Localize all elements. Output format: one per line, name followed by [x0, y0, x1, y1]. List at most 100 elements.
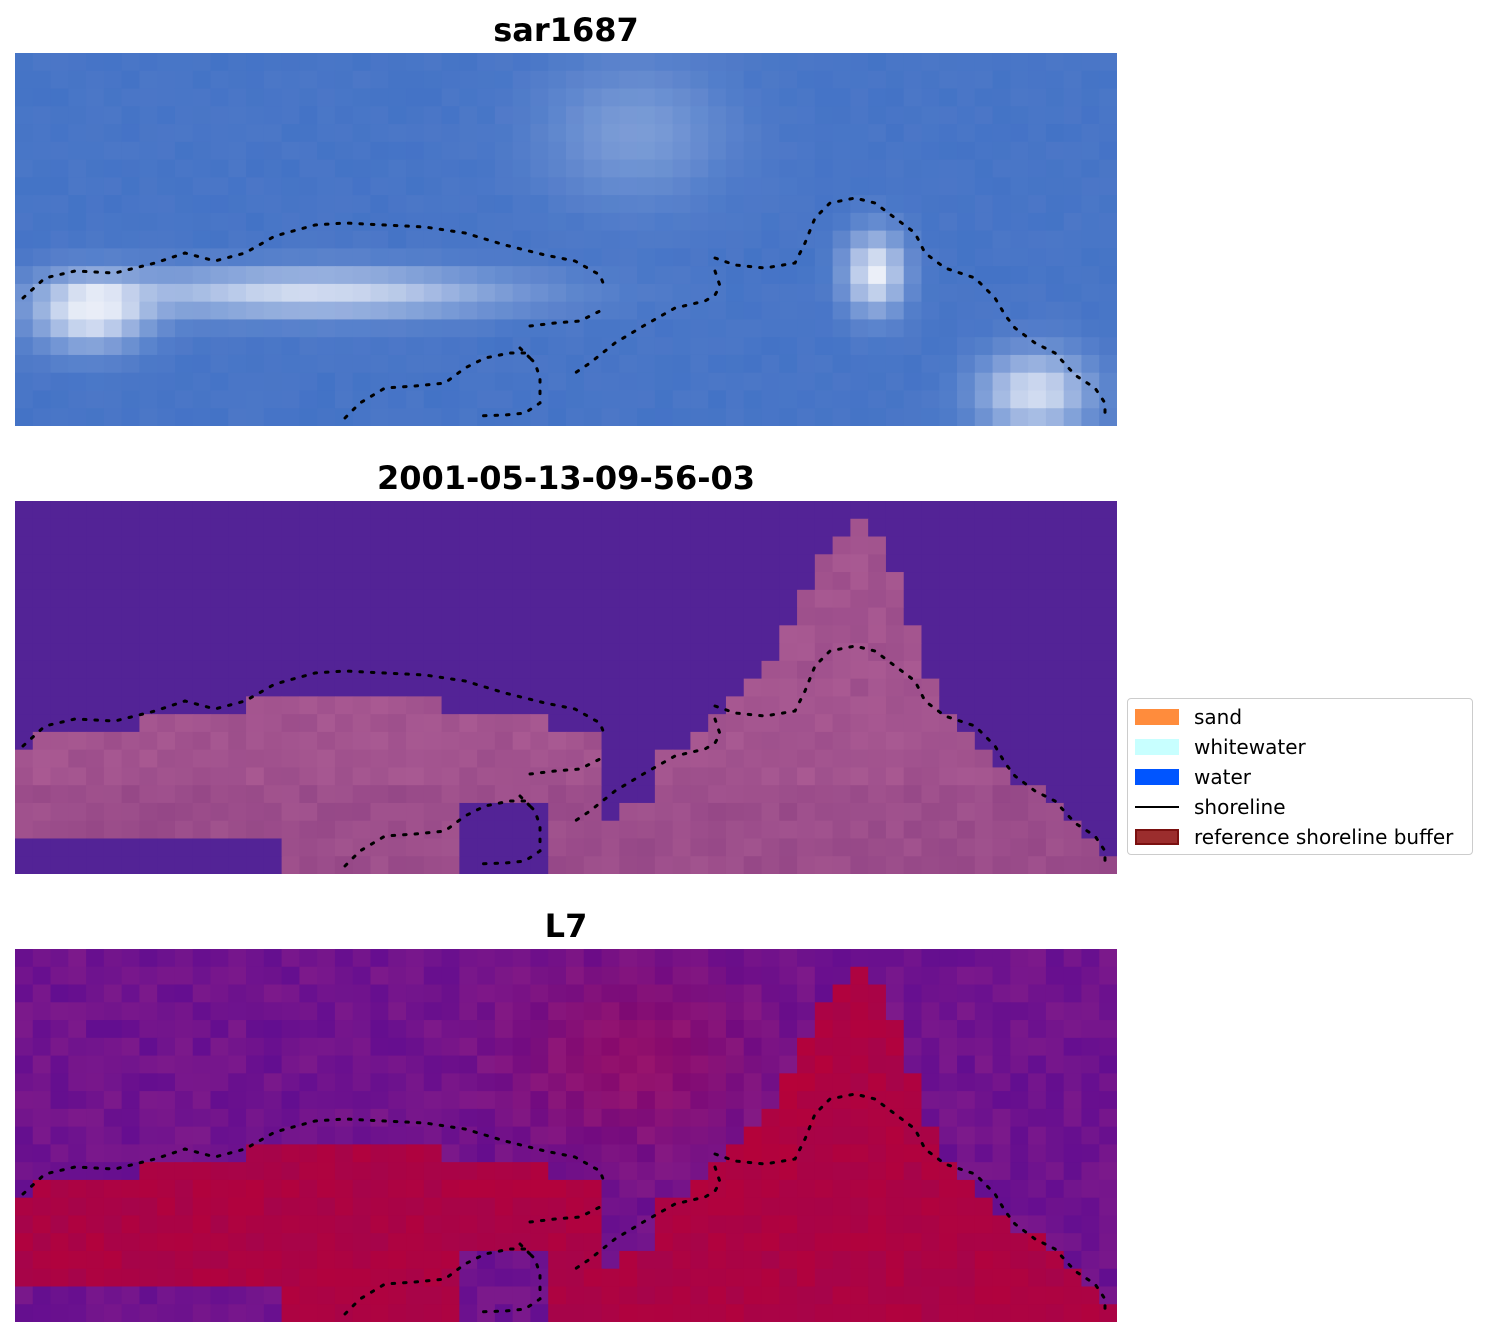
- pixel-cell: [566, 1020, 585, 1039]
- pixel-cell: [1099, 319, 1117, 338]
- pixel-cell: [68, 212, 87, 232]
- pixel-cell: [50, 70, 69, 90]
- pixel-cell: [832, 572, 851, 591]
- pixel-cell: [690, 696, 709, 715]
- pixel-cell: [797, 1268, 816, 1288]
- pixel-cell: [477, 607, 496, 626]
- pixel-cell: [743, 319, 763, 338]
- pixel-cell: [725, 212, 745, 232]
- pixel-cell: [850, 1179, 869, 1199]
- pixel-cell: [814, 607, 834, 626]
- pixel-cell: [157, 301, 176, 321]
- pixel-cell: [530, 301, 549, 321]
- pixel-cell: [32, 1179, 52, 1199]
- pixel-cell: [192, 1091, 212, 1110]
- pixel-cell: [832, 337, 851, 356]
- pixel-cell: [743, 372, 763, 392]
- pixel-cell: [1028, 1126, 1047, 1145]
- pixel-cell: [903, 372, 923, 392]
- pixel-cell: [441, 1002, 460, 1021]
- pixel-cell: [317, 984, 336, 1003]
- pixel-cell: [494, 731, 514, 751]
- pixel-cell: [939, 1055, 958, 1074]
- pixel-cell: [246, 696, 265, 715]
- pixel-cell: [121, 749, 141, 769]
- pixel-cell: [1081, 372, 1100, 392]
- pixel-cell: [530, 212, 549, 232]
- pixel-cell: [352, 572, 372, 591]
- pixel-cell: [992, 354, 1011, 374]
- pixel-cell: [530, 949, 549, 968]
- pixel-cell: [850, 106, 869, 125]
- pixel-cell: [228, 337, 247, 356]
- pixel-cell: [459, 714, 478, 733]
- pixel-cell: [192, 589, 212, 609]
- pixel-cell: [1081, 1179, 1100, 1199]
- pixel-cell: [157, 1286, 176, 1305]
- pixel-cell: [850, 230, 869, 249]
- pixel-cell: [103, 1268, 123, 1288]
- pixel-cell: [334, 1108, 354, 1128]
- pixel-cell: [246, 106, 265, 125]
- pixel-cell: [939, 1073, 958, 1092]
- pixel-cell: [601, 124, 620, 143]
- pixel-cell: [459, 212, 478, 232]
- pixel-cell: [637, 1197, 656, 1217]
- pixel-cell: [619, 53, 638, 72]
- pixel-cell: [885, 1268, 905, 1288]
- pixel-cell: [370, 88, 389, 107]
- pixel-cell: [637, 838, 656, 857]
- pixel-cell: [743, 1268, 763, 1288]
- pixel-cell: [832, 1108, 851, 1128]
- pixel-cell: [548, 212, 567, 232]
- pixel-cell: [690, 966, 709, 986]
- pixel-cell: [761, 731, 780, 751]
- pixel-cell: [370, 177, 389, 196]
- pixel-cell: [868, 1268, 887, 1288]
- pixel-cell: [317, 195, 336, 214]
- pixel-cell: [263, 501, 283, 520]
- pixel-cell: [672, 1197, 692, 1217]
- pixel-cell: [86, 283, 105, 303]
- pixel-cell: [370, 1286, 389, 1305]
- pixel-cell: [50, 1304, 69, 1322]
- pixel-cell: [566, 408, 585, 426]
- pixel-cell: [317, 802, 336, 822]
- pixel-cell: [263, 554, 283, 573]
- pixel-cell: [761, 607, 780, 626]
- pixel-cell: [885, 802, 905, 822]
- pixel-cell: [121, 536, 141, 555]
- pixel-cell: [992, 1126, 1011, 1145]
- pixel-cell: [725, 1233, 745, 1252]
- pixel-cell: [50, 354, 69, 374]
- pixel-cell: [601, 1304, 620, 1322]
- pixel-cell: [334, 1250, 354, 1270]
- pixel-cell: [157, 1215, 176, 1234]
- pixel-cell: [903, 625, 923, 644]
- pixel-cell: [423, 124, 443, 143]
- pixel-cell: [1081, 660, 1100, 680]
- pixel-cell: [1045, 536, 1065, 555]
- pixel-cell: [974, 212, 994, 232]
- pixel-cell: [566, 731, 585, 751]
- pixel-cell: [903, 106, 923, 125]
- pixel-cell: [86, 88, 105, 107]
- pixel-cell: [441, 731, 460, 751]
- pixel-cell: [619, 212, 638, 232]
- pixel-cell: [654, 949, 674, 968]
- pixel-cell: [263, 643, 283, 662]
- pixel-cell: [743, 1179, 763, 1199]
- pixel-cell: [263, 408, 283, 426]
- pixel-cell: [494, 1073, 514, 1092]
- pixel-cell: [654, 106, 674, 125]
- pixel-cell: [992, 283, 1011, 303]
- pixel-cell: [494, 949, 514, 968]
- pixel-cell: [459, 820, 478, 840]
- pixel-cell: [903, 1304, 923, 1322]
- pixel-cell: [103, 589, 123, 609]
- pixel-cell: [370, 195, 389, 214]
- pixel-cell: [121, 141, 141, 161]
- pixel-cell: [583, 319, 603, 338]
- pixel-cell: [352, 589, 372, 609]
- pixel-cell: [814, 408, 834, 426]
